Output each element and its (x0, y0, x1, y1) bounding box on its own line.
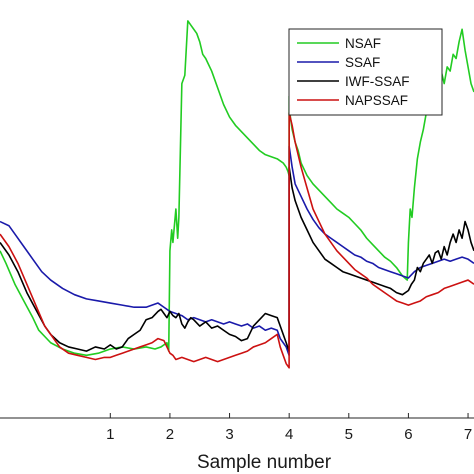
x-tick-label: 3 (225, 426, 233, 443)
series-line-napssaf (0, 112, 474, 369)
legend: NSAF SSAF IWF-SSAF NAPSSAF (288, 28, 443, 116)
x-tick-label: 4 (285, 426, 293, 443)
x-axis-label: Sample number (197, 452, 332, 473)
series-line-nsaf (0, 20, 474, 357)
x-tick-label: 5 (345, 426, 353, 443)
legend-label: NAPSSAF (345, 93, 408, 108)
x-ticks: 1 2 3 4 5 6 7 (106, 413, 472, 443)
legend-label: NSAF (345, 36, 381, 51)
series-line-iwf-ssaf (0, 166, 474, 352)
x-tick-label: 6 (404, 426, 412, 443)
legend-label: SSAF (345, 55, 380, 70)
series-line-ssaf (0, 145, 474, 357)
series-layer (0, 20, 474, 369)
legend-label: IWF-SSAF (345, 74, 410, 89)
x-tick-label: 2 (166, 426, 174, 443)
x-tick-label: 7 (464, 426, 472, 443)
x-tick-label: 1 (106, 426, 114, 443)
